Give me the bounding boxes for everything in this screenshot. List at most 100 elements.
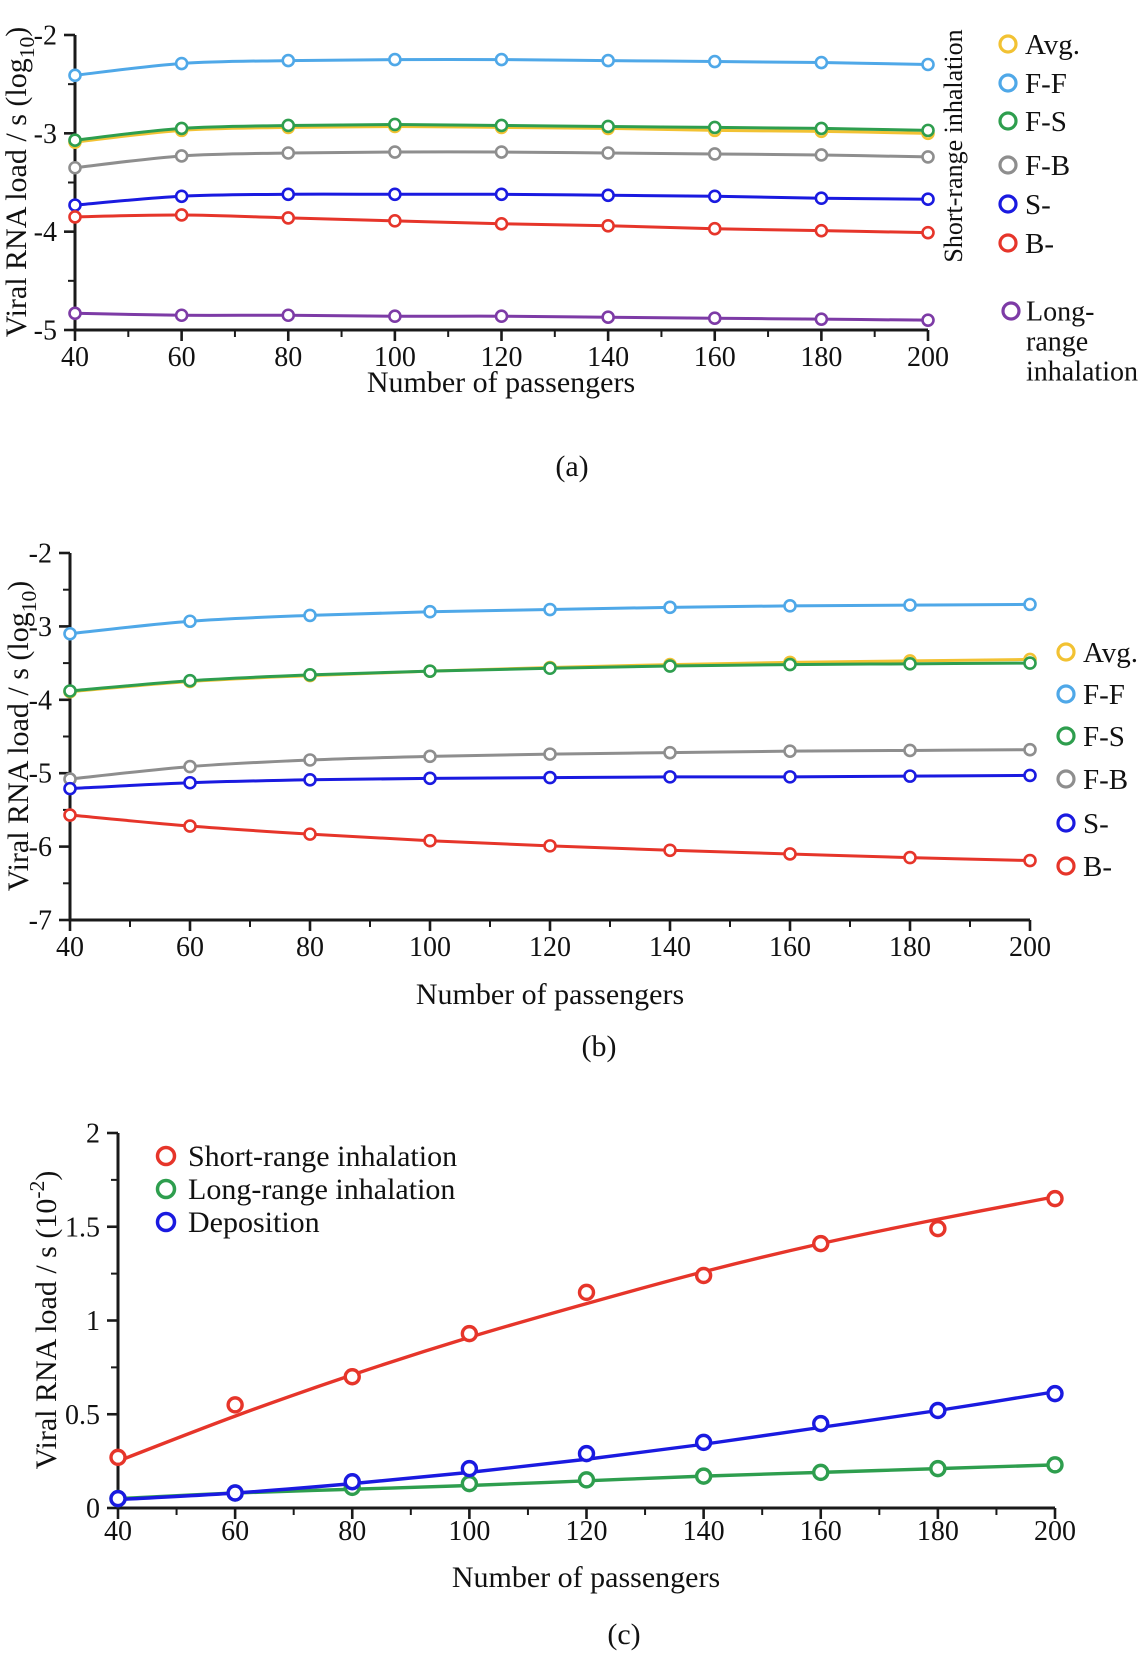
data-point-marker [921, 192, 935, 207]
legend-marker-long-range-inhalation [155, 1178, 177, 1200]
x-tick-label: 160 [694, 342, 736, 373]
series-markers-long-range-inhalation [109, 1456, 1064, 1508]
data-point-marker [303, 753, 317, 767]
y-tick-label: 0 [86, 1494, 100, 1525]
data-point-marker [903, 598, 917, 612]
y-tick-label: -4 [29, 685, 52, 716]
data-point-marker [281, 53, 296, 68]
data-point-marker [174, 56, 189, 71]
x-tick-label: 160 [800, 1516, 842, 1547]
data-point-marker [460, 1459, 479, 1478]
legend-label-line: range [1026, 327, 1088, 358]
legend-marker-b- [998, 233, 1018, 253]
data-point-marker [601, 53, 615, 68]
x-axis-title: Number of passengers [452, 1561, 720, 1594]
data-point-marker [921, 225, 935, 240]
data-point-marker [183, 775, 197, 790]
legend-marker-f-f [1056, 684, 1076, 704]
data-point-marker [303, 608, 317, 623]
data-point-marker [921, 150, 935, 164]
x-tick-label: 40 [61, 342, 89, 373]
series-markers-f-b [68, 145, 935, 175]
series-markers-f-b [63, 742, 1037, 786]
series-markers-f-f [68, 52, 935, 83]
legend-label: Short-range inhalation [188, 1140, 457, 1173]
x-axis-title: Number of passengers [416, 978, 684, 1011]
y-tick-label: -5 [29, 759, 52, 790]
x-tick-label: 80 [296, 932, 324, 963]
y-tick-label: 1 [86, 1306, 100, 1337]
data-point-marker [68, 210, 82, 224]
plot-area: -2 -3 -4 -540 60 80 100 120 140 160 180 200 Number o… [0, 21, 949, 399]
data-point-marker [707, 54, 722, 69]
y-tick-label: 1.5 [65, 1212, 100, 1243]
x-tick-label: 60 [168, 342, 196, 373]
data-point-marker [543, 602, 557, 617]
data-point-marker [183, 819, 197, 833]
data-point-marker [63, 684, 77, 698]
data-point-marker [814, 55, 829, 70]
plot-area: -2 -3 -4 -5 -6 -740 60 80 100 120 140 160 180 200 Numb… [2, 539, 1051, 1011]
axes [73, 35, 928, 332]
data-point-marker [494, 118, 509, 133]
data-point-marker [694, 1433, 713, 1452]
legend-marker-avg- [1056, 642, 1076, 662]
legend-label: F-F [1083, 679, 1125, 711]
data-point-marker [1046, 1384, 1064, 1403]
panel-a-line-chart: -2 -3 -4 -540 60 80 100 120 140 160 180 200 Number o… [0, 21, 1138, 399]
legend-marker-f-f [998, 73, 1018, 93]
y-tick-label: 2 [86, 1119, 100, 1150]
panel-b-line-chart: -2 -3 -4 -5 -6 -740 60 80 100 120 140 160 180 200 Numb… [2, 539, 1138, 1011]
data-point-marker [921, 57, 935, 72]
data-point-marker [68, 160, 82, 175]
data-point-marker [1023, 597, 1037, 612]
data-point-marker [388, 214, 402, 228]
x-tick-label: 40 [56, 932, 84, 963]
data-point-marker [663, 600, 677, 615]
data-point-marker [494, 52, 509, 67]
legend-label: F-S [1083, 721, 1125, 753]
x-tick-label: 40 [104, 1516, 132, 1547]
data-point-marker [929, 1459, 947, 1478]
data-point-marker [343, 1473, 361, 1491]
legend-marker-f-b [1056, 769, 1076, 789]
data-point-marker [543, 770, 557, 785]
data-point-marker [343, 1368, 361, 1386]
data-point-marker [929, 1401, 947, 1420]
x-tick-label: 200 [907, 342, 949, 373]
legend-label-line: Long- [1026, 297, 1094, 328]
data-point-marker [68, 68, 82, 83]
data-point-marker [903, 657, 917, 671]
data-point-marker [68, 133, 82, 148]
data-point-marker [783, 657, 797, 672]
x-tick-label: 100 [374, 342, 416, 373]
y-tick-label: -4 [34, 217, 57, 248]
x-tick-label: 60 [176, 932, 204, 963]
data-point-marker [183, 759, 197, 774]
data-point-marker [663, 659, 677, 673]
data-point-marker [226, 1484, 244, 1502]
legend-label: B- [1025, 228, 1054, 260]
series-markers-b- [63, 808, 1037, 868]
x-tick-label: 100 [409, 932, 451, 963]
data-point-marker [601, 146, 615, 160]
data-point-marker [460, 1324, 479, 1343]
series-line-short-range-inhalation [116, 1195, 1057, 1463]
data-point-marker [423, 833, 437, 848]
y-tick-label: -6 [29, 832, 52, 863]
x-tick-label: 60 [221, 1516, 249, 1547]
series-markers-long-range-inhalation [68, 306, 935, 327]
data-point-marker [814, 191, 829, 206]
data-point-marker [460, 1474, 479, 1493]
data-point-marker [663, 843, 677, 858]
y-axis-title: Viral RNA load / s (log10) [2, 581, 41, 892]
legend-label: B- [1083, 851, 1112, 883]
legend-label: Deposition [188, 1206, 320, 1239]
caption-a: (a) [555, 450, 589, 483]
x-tick-label: 120 [481, 342, 523, 373]
data-point-marker [814, 121, 829, 136]
legend-label: Avg. [1025, 29, 1080, 61]
data-point-marker [903, 769, 917, 783]
